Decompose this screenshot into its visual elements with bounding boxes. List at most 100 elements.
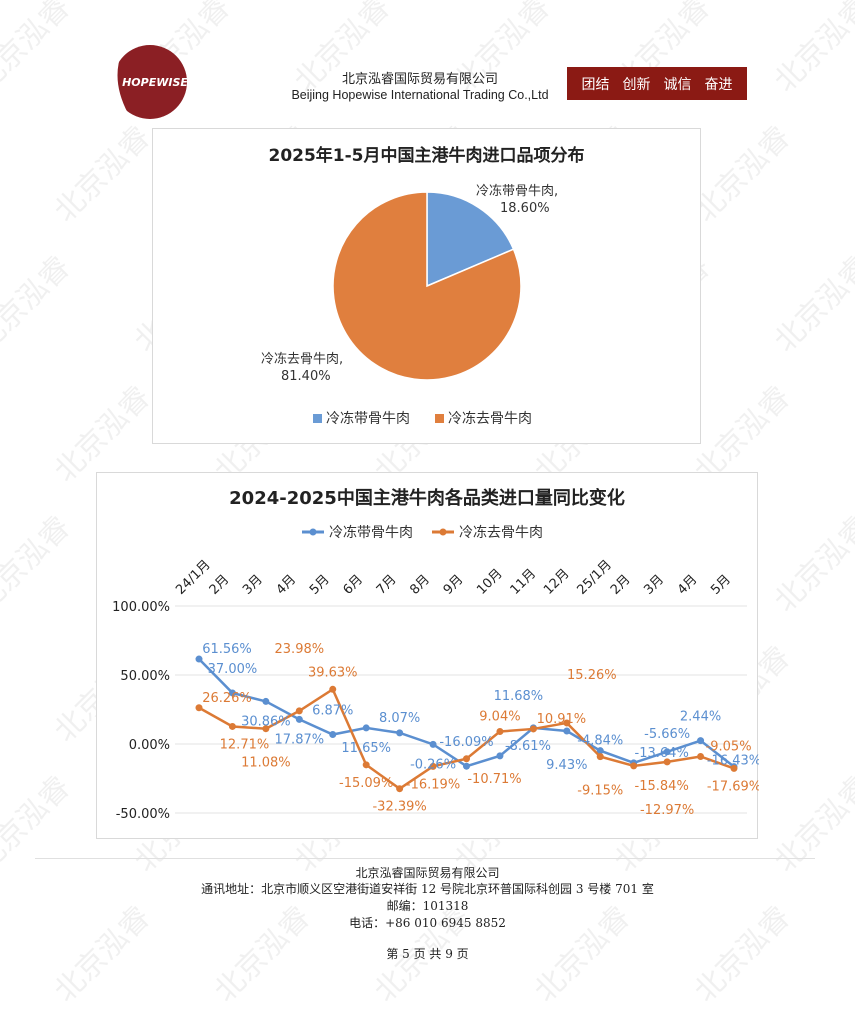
data-label: -15.09% <box>339 776 393 791</box>
slogan-item: 创新 <box>622 76 651 93</box>
x-tick-label: 2月 <box>207 572 233 598</box>
data-point <box>429 740 437 748</box>
legend-swatch <box>313 414 322 423</box>
data-point <box>362 761 370 769</box>
slogan-item: 奋进 <box>704 76 733 93</box>
data-label: 37.00% <box>208 662 258 677</box>
data-label: -12.97% <box>640 803 694 818</box>
watermark-text: 北京泓睿 <box>0 509 78 620</box>
pie-plot: 冷冻带骨牛肉, 18.60% 冷冻去骨牛肉, 81.40% 冷冻带骨牛肉 冷冻去骨牛肉 <box>261 183 558 427</box>
data-point <box>630 762 638 770</box>
footer-postcode: 邮编：101318 <box>386 899 469 913</box>
company-name-cn: 北京泓睿国际贸易有限公司 <box>341 72 498 87</box>
data-label: -16.09% <box>439 735 493 750</box>
data-point <box>563 727 571 735</box>
pie-slice <box>426 191 515 288</box>
x-tick-label: 5月 <box>708 572 734 598</box>
data-point <box>396 785 404 793</box>
x-tick-label: 11月 <box>508 566 539 597</box>
footer-divider <box>35 858 815 859</box>
x-tick-label: 3月 <box>240 572 266 598</box>
footer-address: 通讯地址：北京市顺义区空港街道安祥街 12 号院北京环普国际科创园 3 号楼 7… <box>201 882 654 896</box>
legend-swatch <box>435 414 444 423</box>
data-point <box>195 655 203 663</box>
data-point <box>697 752 705 760</box>
footer-company: 北京泓睿国际贸易有限公司 <box>355 866 500 880</box>
company-name-en: Beijing Hopewise International Trading C… <box>291 88 549 102</box>
data-label: 12.71% <box>220 737 270 752</box>
pie-chart: 2025年1-5月中国主港牛肉进口品项分布 冷冻带骨牛肉, 18.60% 冷冻去骨牛… <box>152 128 701 444</box>
data-point <box>262 725 270 733</box>
data-label: -16.19% <box>406 777 460 792</box>
data-label: 6.87% <box>312 704 353 719</box>
watermark-text: 北京泓睿 <box>47 119 158 230</box>
y-tick-label: -50.00% <box>116 807 170 822</box>
y-tick-label: 50.00% <box>120 669 170 684</box>
data-point <box>697 737 705 745</box>
data-point <box>463 755 470 763</box>
pie-data-label: 冷冻去骨牛肉, <box>261 351 343 367</box>
watermark-text: 北京泓睿 <box>0 0 78 100</box>
pie-data-label: 81.40% <box>281 369 331 384</box>
data-point <box>429 762 437 770</box>
data-point <box>529 725 537 733</box>
logo-text: HOPEWISE <box>122 76 188 89</box>
data-label: -9.05% <box>706 739 752 754</box>
data-point <box>496 752 504 760</box>
legend-marker <box>309 528 317 536</box>
watermark-text: 北京泓睿 <box>767 769 855 880</box>
pie-slice <box>332 191 522 381</box>
data-label: -4.84% <box>577 734 623 749</box>
watermark-text: 北京泓睿 <box>847 119 855 230</box>
data-label: 30.86% <box>241 714 291 729</box>
legend-marker <box>439 528 447 536</box>
data-point <box>396 729 404 737</box>
data-point <box>596 747 604 755</box>
legend-label: 冷冻去骨牛肉 <box>459 524 543 541</box>
watermark-text: 北京泓睿 <box>767 249 855 360</box>
data-label: 9.04% <box>479 710 520 725</box>
x-tick-label: 5月 <box>307 572 333 598</box>
data-point <box>463 762 470 770</box>
x-tick-label: 7月 <box>374 572 400 598</box>
data-label: 11.08% <box>241 756 291 771</box>
y-tick-label: 100.00% <box>112 600 170 615</box>
data-point <box>295 715 303 723</box>
line-chart-title: 2024-2025中国主港牛肉各品类进口量同比变化 <box>229 488 625 509</box>
x-tick-label: 4月 <box>675 572 701 598</box>
hopewise-logo: HOPEWISE <box>110 45 188 119</box>
line-chart: 2024-2025中国主港牛肉各品类进口量同比变化 100.00% 50.00% 0… <box>96 472 759 839</box>
data-label: -15.84% <box>635 779 689 794</box>
watermark-text: 北京泓睿 <box>0 249 78 360</box>
data-label: -10.71% <box>467 772 521 787</box>
data-point <box>329 731 337 739</box>
data-point <box>663 758 671 766</box>
data-label: 11.68% <box>494 689 544 704</box>
x-tick-label: 4月 <box>274 572 300 598</box>
data-point <box>195 704 203 712</box>
data-label: -0.26% <box>410 757 456 772</box>
data-point <box>228 689 236 697</box>
data-label: -8.61% <box>505 739 551 754</box>
data-point <box>362 724 370 732</box>
x-tick-label: 12月 <box>541 566 572 597</box>
data-label: -5.66% <box>644 727 690 742</box>
data-label: 15.26% <box>567 668 617 683</box>
legend-label: 冷冻去骨牛肉 <box>448 410 532 427</box>
x-tick-label: 10月 <box>474 566 505 597</box>
legend-label: 冷冻带骨牛肉 <box>326 410 410 427</box>
data-point <box>730 764 738 772</box>
x-tick-label: 24/1月 <box>173 557 213 597</box>
x-tick-label: 25/1月 <box>574 557 614 597</box>
data-point <box>295 707 303 715</box>
legend-label: 冷冻带骨牛肉 <box>329 524 413 541</box>
pie-data-label: 18.60% <box>500 201 550 216</box>
x-tick-label: 8月 <box>407 572 433 598</box>
watermark-text: 北京泓睿 <box>767 509 855 620</box>
data-point <box>596 753 604 761</box>
x-tick-label: 9月 <box>441 572 467 598</box>
pie-chart-title: 2025年1-5月中国主港牛肉进口品项分布 <box>268 146 585 166</box>
data-point <box>563 719 571 727</box>
data-label: 10.91% <box>537 712 587 727</box>
watermark-text: 北京泓睿 <box>847 379 855 490</box>
